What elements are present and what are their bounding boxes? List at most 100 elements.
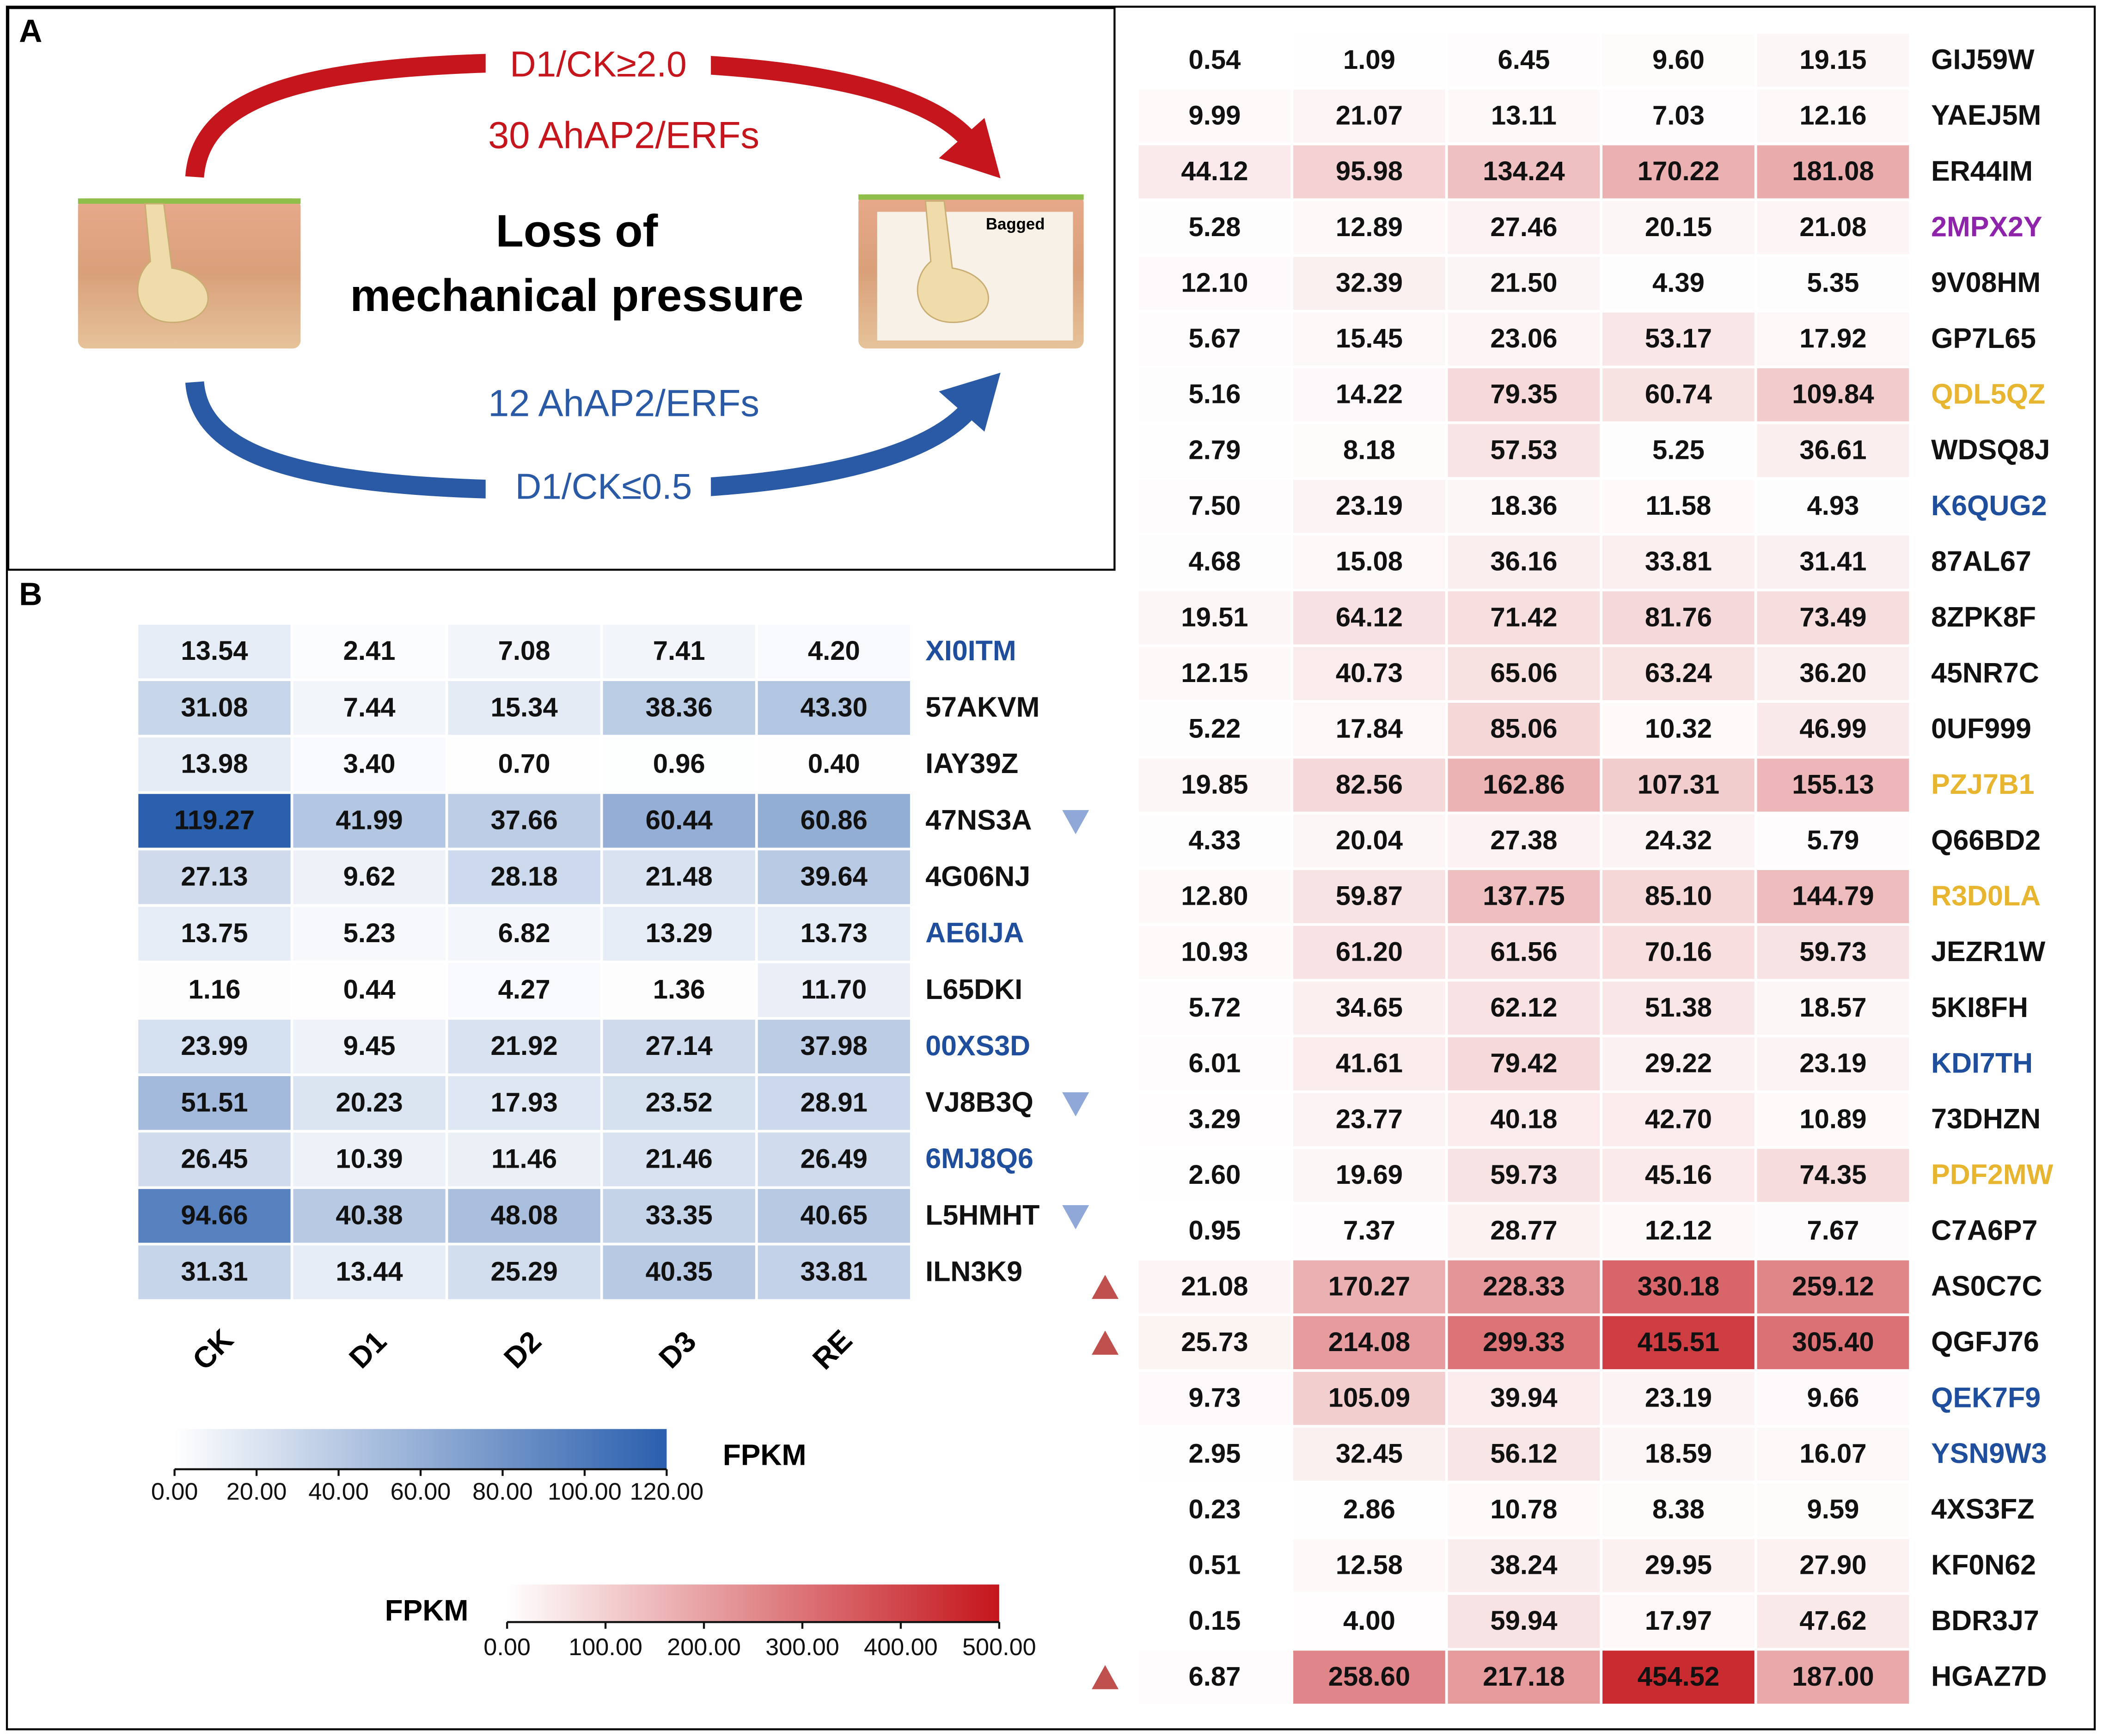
heat-cell xyxy=(1448,1427,1600,1481)
heat-cell xyxy=(1138,368,1291,421)
cell-label: 5.79 xyxy=(1807,825,1859,855)
colorbar-tick-label: 400.00 xyxy=(864,1634,938,1661)
up-marker xyxy=(1092,1330,1119,1355)
panel-label: A xyxy=(19,13,42,49)
cell-label: 15.08 xyxy=(1336,547,1403,577)
row-label: 8ZPK8F xyxy=(1931,601,2036,633)
cell-label: 18.57 xyxy=(1799,993,1866,1023)
heat-cell xyxy=(1757,480,1909,533)
heat-cell xyxy=(1293,89,1445,143)
cell-label: 4.27 xyxy=(498,975,550,1005)
heat-cell xyxy=(1602,201,1755,254)
colorbar-tick-label: 20.00 xyxy=(226,1479,287,1505)
heat-cell xyxy=(1602,1427,1755,1481)
heat-cell xyxy=(1448,1483,1600,1537)
cell-label: 40.18 xyxy=(1490,1104,1557,1134)
cell-label: 5.67 xyxy=(1188,323,1241,353)
heat-cell xyxy=(758,1189,910,1243)
cell-label: 31.41 xyxy=(1799,547,1866,577)
heat-cell xyxy=(1757,1037,1909,1090)
cell-label: 5.16 xyxy=(1188,379,1241,409)
heat-cell xyxy=(1138,34,1291,87)
colorbar xyxy=(507,1584,999,1622)
row-label: 4G06NJ xyxy=(925,861,1030,892)
heat-cell xyxy=(1448,1149,1600,1202)
heat-cell xyxy=(758,1133,910,1187)
cell-label: 71.42 xyxy=(1490,602,1557,632)
cell-label: 21.50 xyxy=(1490,268,1557,298)
cell-label: 155.13 xyxy=(1792,769,1874,799)
heat-cell xyxy=(1448,758,1600,812)
cell-label: 31.08 xyxy=(181,692,248,722)
row-label: 4XS3FZ xyxy=(1931,1493,2034,1525)
colorbar-tick-label: 500.00 xyxy=(962,1634,1036,1661)
heat-cell xyxy=(448,1189,600,1243)
heat-cell xyxy=(1448,368,1600,421)
cell-label: 13.73 xyxy=(801,918,868,948)
cell-label: 6.01 xyxy=(1188,1048,1241,1078)
row-label: 45NR7C xyxy=(1931,657,2039,688)
heat-cell xyxy=(758,737,910,792)
cell-label: 28.77 xyxy=(1490,1216,1557,1246)
cell-label: 7.44 xyxy=(343,692,396,722)
column-label: RE xyxy=(806,1323,859,1376)
heat-cell xyxy=(603,850,755,904)
cell-label: 37.98 xyxy=(801,1031,868,1061)
heat-cell xyxy=(1138,758,1291,812)
center-title: mechanical pressure xyxy=(350,270,803,321)
heat-cell xyxy=(293,1189,446,1243)
heat-cell xyxy=(1448,647,1600,700)
heat-cell xyxy=(1448,1260,1600,1314)
colorbar-tick-label: 100.00 xyxy=(548,1479,622,1505)
row-label: KDI7TH xyxy=(1931,1047,2033,1078)
cell-label: 21.92 xyxy=(491,1031,558,1061)
cell-label: 23.99 xyxy=(181,1031,248,1061)
row-label: QGFJ76 xyxy=(1931,1326,2039,1358)
cell-label: 21.08 xyxy=(1181,1271,1248,1301)
cell-label: 41.61 xyxy=(1336,1048,1403,1078)
heat-cell xyxy=(603,907,755,961)
heat-cell xyxy=(1757,368,1909,421)
heat-cell xyxy=(448,624,600,679)
cell-label: 187.00 xyxy=(1792,1662,1874,1692)
cell-label: 40.73 xyxy=(1336,658,1403,688)
panel-a-frame xyxy=(7,7,1116,571)
cell-label: 36.16 xyxy=(1490,547,1557,577)
cell-label: 36.61 xyxy=(1799,435,1866,465)
heat-cell xyxy=(293,737,446,792)
cell-label: 10.93 xyxy=(1181,937,1248,967)
heat-cell xyxy=(1602,870,1755,923)
cell-label: 74.35 xyxy=(1799,1160,1866,1190)
colorbar-tick-label: 0.00 xyxy=(151,1479,198,1505)
heat-cell xyxy=(293,681,446,735)
cell-label: 2.95 xyxy=(1188,1438,1241,1468)
cell-label: 1.09 xyxy=(1343,45,1395,75)
heat-cell xyxy=(1138,1260,1291,1314)
cell-label: 5.72 xyxy=(1188,993,1241,1023)
cell-label: 27.14 xyxy=(646,1031,713,1061)
heat-cell xyxy=(1602,89,1755,143)
row-label: GIJ59W xyxy=(1931,44,2035,75)
cell-label: 38.36 xyxy=(646,692,713,722)
cell-label: 3.29 xyxy=(1188,1104,1241,1134)
heat-cell xyxy=(1138,536,1291,589)
heat-cell xyxy=(1293,814,1445,868)
cell-label: 0.54 xyxy=(1188,45,1241,75)
heat-cell xyxy=(1138,1204,1291,1258)
cell-label: 47.62 xyxy=(1799,1606,1866,1636)
heat-cell xyxy=(448,850,600,904)
down-count: 12 AhAP2/ERFs xyxy=(488,383,759,425)
heat-cell xyxy=(1138,312,1291,366)
colorbar-tick-label: 100.00 xyxy=(569,1634,642,1661)
cell-label: 7.37 xyxy=(1343,1216,1395,1246)
cell-label: 181.08 xyxy=(1792,156,1874,186)
cell-label: 40.38 xyxy=(336,1200,403,1230)
heat-cell xyxy=(1448,424,1600,477)
cell-label: 5.28 xyxy=(1188,212,1241,242)
heat-cell xyxy=(1293,1204,1445,1258)
row-label: C7A6P7 xyxy=(1931,1214,2037,1246)
heat-cell xyxy=(448,1019,600,1074)
heat-cell xyxy=(1757,1651,1909,1704)
heat-cell xyxy=(138,1019,291,1074)
